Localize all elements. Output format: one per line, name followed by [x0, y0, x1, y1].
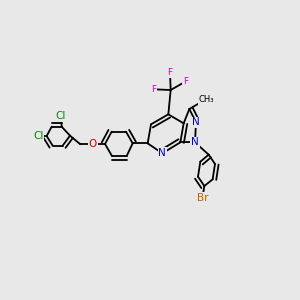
Text: N: N — [192, 117, 200, 127]
Text: O: O — [88, 139, 97, 149]
Text: Cl: Cl — [33, 131, 44, 141]
Text: N: N — [158, 148, 166, 158]
Text: N: N — [191, 137, 199, 147]
Text: Br: Br — [196, 193, 208, 203]
Text: CH₃: CH₃ — [198, 95, 214, 104]
Text: Cl: Cl — [56, 111, 66, 121]
Text: F: F — [152, 85, 157, 94]
Text: F: F — [183, 77, 188, 86]
Text: F: F — [167, 68, 172, 77]
